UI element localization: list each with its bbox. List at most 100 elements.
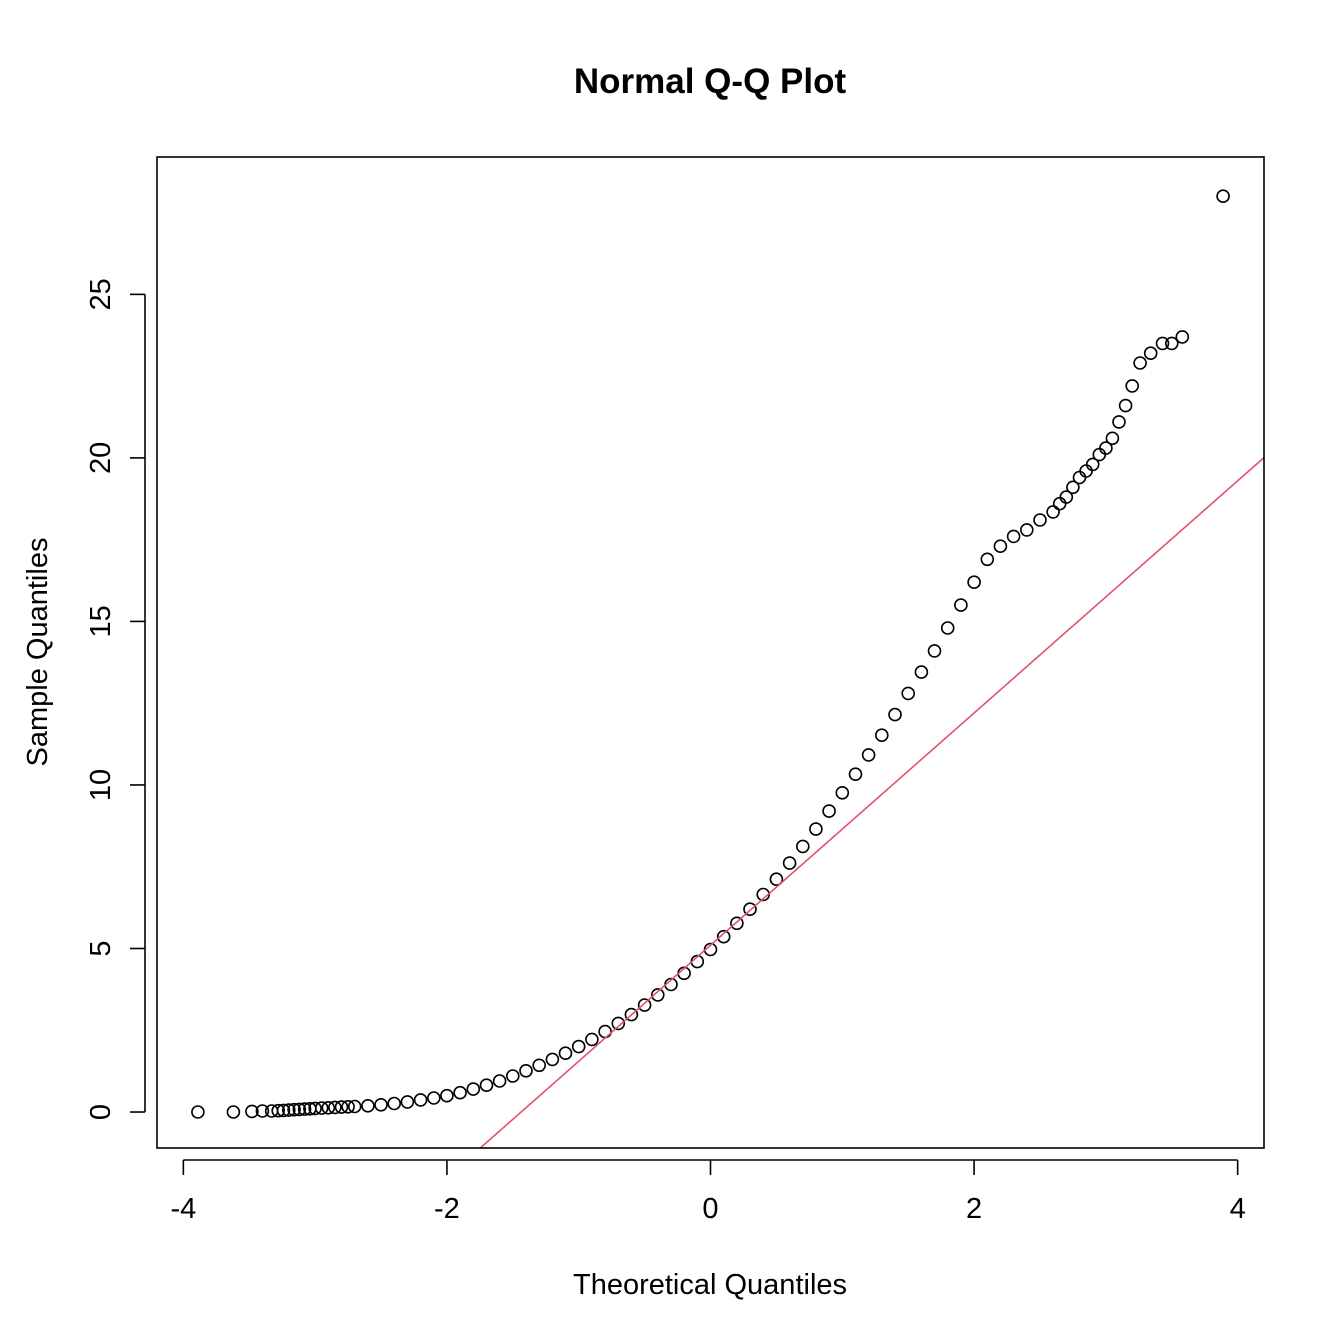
data-point — [374, 1098, 388, 1112]
data-point — [809, 822, 823, 836]
data-point — [519, 1064, 533, 1078]
data-point — [967, 575, 981, 590]
data-point — [716, 929, 731, 944]
data-point — [453, 1085, 467, 1100]
data-point — [1143, 346, 1158, 361]
data-point — [980, 552, 995, 567]
data-point — [1059, 490, 1074, 504]
x-axis-label: Theoretical Quantiles — [573, 1269, 847, 1301]
data-point — [1216, 189, 1230, 203]
plot-frame — [156, 156, 1265, 1149]
data-point — [1118, 398, 1133, 413]
data-point — [545, 1052, 560, 1067]
data-point — [822, 804, 836, 818]
y-axis: 0 5 10 15 20 25 — [85, 278, 146, 1120]
data-point — [650, 988, 665, 1002]
data-point — [276, 1103, 291, 1118]
x-axis: -4 -2 0 2 4 — [170, 1159, 1246, 1225]
data-point — [426, 1091, 441, 1105]
data-point — [782, 856, 797, 870]
data-point — [571, 1039, 586, 1054]
data-point — [1175, 330, 1190, 344]
data-point — [1066, 480, 1080, 495]
chart-title: Normal Q-Q Plot — [574, 62, 847, 101]
data-point — [532, 1058, 547, 1073]
data-points — [191, 189, 1230, 1119]
data-point — [292, 1102, 307, 1117]
data-point — [341, 1100, 355, 1114]
data-point — [637, 998, 652, 1012]
data-point — [1112, 415, 1126, 429]
data-point — [1125, 379, 1139, 393]
data-point — [361, 1099, 375, 1113]
data-point — [334, 1100, 349, 1114]
data-point — [1105, 431, 1120, 446]
x-tick-label: 4 — [1230, 1193, 1246, 1225]
y-tick-label: 0 — [85, 1104, 117, 1120]
data-point — [1072, 470, 1087, 485]
data-point — [954, 598, 968, 612]
data-point — [466, 1082, 481, 1096]
data-point — [835, 785, 850, 800]
data-point — [914, 665, 929, 679]
data-point — [314, 1101, 329, 1115]
data-point — [255, 1104, 270, 1118]
data-point — [492, 1074, 507, 1088]
y-axis-label: Sample Quantiles — [22, 538, 54, 767]
data-point — [1133, 356, 1147, 370]
x-tick-label: -4 — [170, 1193, 196, 1225]
data-point — [1155, 336, 1170, 351]
x-tick-label: 0 — [702, 1193, 718, 1225]
data-point — [440, 1088, 454, 1103]
data-point — [795, 839, 810, 854]
data-point — [321, 1101, 336, 1115]
data-point — [611, 1016, 626, 1031]
data-point — [328, 1100, 342, 1115]
data-point — [271, 1103, 286, 1118]
data-point — [191, 1105, 205, 1119]
data-point — [874, 728, 889, 743]
data-point — [901, 686, 916, 701]
x-tick-label: 2 — [966, 1193, 982, 1225]
data-point — [848, 767, 863, 782]
y-tick-label: 15 — [85, 605, 117, 637]
data-point — [387, 1096, 402, 1111]
data-point — [1085, 457, 1100, 472]
data-point — [598, 1024, 612, 1039]
y-tick-label: 5 — [85, 940, 117, 956]
data-point — [1092, 447, 1107, 462]
reference-line-group — [479, 456, 1265, 1149]
data-point — [1020, 523, 1034, 537]
x-tick-label: -2 — [434, 1193, 460, 1225]
data-point — [479, 1078, 494, 1092]
data-point — [1006, 529, 1021, 544]
data-point — [505, 1069, 520, 1083]
data-point — [585, 1032, 599, 1047]
data-point — [400, 1095, 415, 1109]
data-point — [1079, 464, 1093, 478]
data-point — [743, 902, 757, 917]
y-tick-label: 20 — [85, 442, 117, 474]
data-point — [1046, 505, 1060, 519]
data-point — [624, 1007, 639, 1022]
reference-line — [479, 456, 1265, 1149]
data-point — [226, 1105, 241, 1119]
data-point — [940, 621, 955, 635]
data-point — [297, 1102, 312, 1116]
data-point — [308, 1101, 322, 1116]
data-point — [769, 872, 784, 887]
data-point — [888, 707, 902, 722]
data-point — [1052, 496, 1067, 511]
data-point — [347, 1099, 362, 1114]
data-point — [281, 1103, 296, 1117]
data-point — [861, 748, 876, 762]
data-point — [1033, 513, 1047, 527]
y-tick-label: 25 — [85, 278, 117, 310]
data-point — [1099, 441, 1113, 455]
data-point — [1165, 336, 1179, 351]
data-point — [927, 644, 942, 658]
data-point — [413, 1093, 428, 1107]
data-point — [730, 916, 744, 931]
y-tick-label: 10 — [85, 769, 117, 801]
